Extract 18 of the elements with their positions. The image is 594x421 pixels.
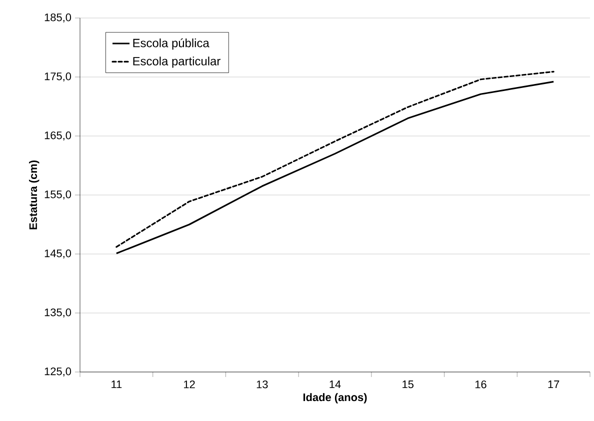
- x-tick-label: 11: [112, 380, 122, 388]
- x-tick-label: 16: [475, 380, 486, 388]
- y-tick-label: 125,0: [44, 367, 72, 377]
- y-tick-label: 155,0: [44, 190, 72, 200]
- y-tick-label: 175,0: [44, 72, 72, 82]
- legend-label: Escola pública: [133, 38, 210, 50]
- x-tick-label: 13: [256, 380, 268, 388]
- x-tick-label: 17: [548, 380, 560, 388]
- legend-label: Escola particular: [133, 56, 220, 68]
- x-tick-label: 14: [330, 380, 341, 388]
- x-axis-title: Idade (anos): [303, 393, 367, 404]
- x-tick-label: 15: [402, 380, 414, 388]
- y-tick-label: 185,0: [44, 13, 72, 23]
- y-tick-label: 135,0: [44, 308, 72, 318]
- y-tick-label: 145,0: [44, 249, 72, 259]
- y-axis-title: Estatura (cm): [29, 160, 40, 230]
- x-tick-label: 12: [184, 380, 195, 388]
- y-tick-label: 165,0: [44, 131, 72, 141]
